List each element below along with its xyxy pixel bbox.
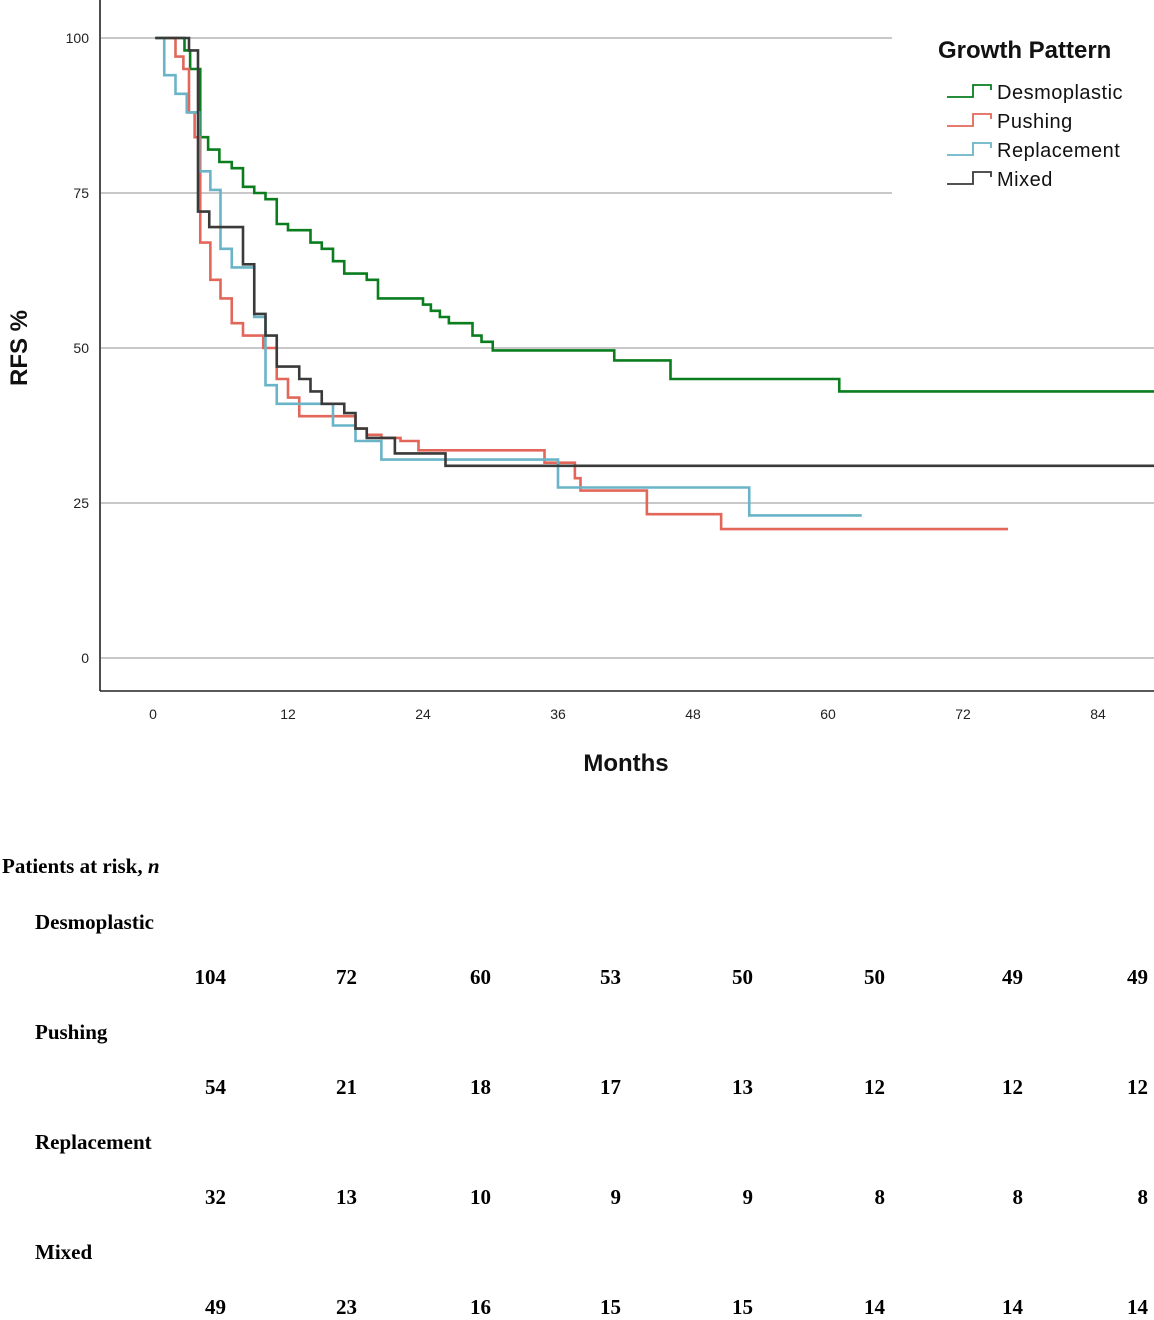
risk-count-pushing-36: 17 xyxy=(600,1075,621,1099)
legend-swatch-mixed-icon xyxy=(947,171,992,185)
legend-label-mixed: Mixed xyxy=(997,169,1053,191)
y-tick-label-25: 25 xyxy=(73,495,89,511)
curve-replacement xyxy=(160,36,862,517)
risk-count-replacement-48: 9 xyxy=(742,1185,754,1209)
risk-table-title-n: n xyxy=(147,854,160,878)
x-tick-label-0: 0 xyxy=(149,706,157,722)
risk-count-mixed-12: 23 xyxy=(336,1295,357,1319)
curve-desmoplastic xyxy=(155,36,1154,393)
risk-count-desmoplastic-0: 104 xyxy=(194,965,227,989)
x-tick-label-48: 48 xyxy=(685,706,701,722)
risk-count-pushing-84: 12 xyxy=(1127,1075,1148,1099)
legend-swatch-desmoplastic-icon xyxy=(947,84,992,98)
risk-table-title: Patients at risk, n xyxy=(2,854,160,879)
risk-row-label-replacement: Replacement xyxy=(35,1130,152,1154)
x-tick-label-12: 12 xyxy=(280,706,296,722)
x-tick-label-60: 60 xyxy=(820,706,836,722)
risk-count-desmoplastic-24: 60 xyxy=(470,965,491,989)
risk-count-desmoplastic-72: 49 xyxy=(1002,965,1023,989)
risk-count-replacement-0: 32 xyxy=(205,1185,226,1209)
risk-count-replacement-36: 9 xyxy=(610,1185,622,1209)
x-tick-label-36: 36 xyxy=(550,706,566,722)
risk-table-title-text: Patients at risk, xyxy=(2,854,148,878)
risk-count-pushing-48: 13 xyxy=(732,1075,753,1099)
x-tick-label-72: 72 xyxy=(955,706,971,722)
legend-swatch-pushing-icon xyxy=(947,113,992,127)
risk-count-replacement-12: 13 xyxy=(336,1185,357,1209)
risk-count-desmoplastic-36: 53 xyxy=(600,965,621,989)
risk-count-mixed-0: 49 xyxy=(205,1295,226,1319)
risk-row-label-pushing: Pushing xyxy=(35,1020,108,1044)
y-axis-title: RFS % xyxy=(6,310,33,386)
risk-row-label-mixed: Mixed xyxy=(35,1240,93,1264)
x-tick-labels: 0 12 24 36 48 60 72 84 xyxy=(149,706,1106,722)
risk-count-pushing-72: 12 xyxy=(1002,1075,1023,1099)
legend: Growth Pattern Desmoplastic Pushing Replac… xyxy=(938,37,1123,191)
legend-label-desmoplastic: Desmoplastic xyxy=(997,82,1123,104)
risk-count-desmoplastic-12: 72 xyxy=(336,965,357,989)
risk-count-mixed-48: 15 xyxy=(732,1295,753,1319)
x-tick-label-84: 84 xyxy=(1090,706,1106,722)
risk-count-pushing-60: 12 xyxy=(864,1075,885,1099)
risk-count-mixed-36: 15 xyxy=(600,1295,621,1319)
legend-label-replacement: Replacement xyxy=(997,140,1120,162)
risk-count-mixed-24: 16 xyxy=(470,1295,491,1319)
risk-count-pushing-0: 54 xyxy=(205,1075,226,1099)
y-tick-label-100: 100 xyxy=(66,30,90,46)
risk-count-replacement-24: 10 xyxy=(470,1185,491,1209)
curve-mixed xyxy=(155,36,1154,468)
risk-count-mixed-84: 14 xyxy=(1127,1295,1148,1319)
legend-title: Growth Pattern xyxy=(938,37,1111,64)
y-tick-label-50: 50 xyxy=(73,340,89,356)
legend-swatch-replacement-icon xyxy=(947,142,992,156)
survival-curves xyxy=(155,36,1154,531)
risk-count-pushing-12: 21 xyxy=(336,1075,357,1099)
risk-count-pushing-24: 18 xyxy=(470,1075,491,1099)
y-tick-label-0: 0 xyxy=(81,650,89,666)
risk-row-label-desmoplastic: Desmoplastic xyxy=(35,910,154,934)
curve-pushing xyxy=(164,36,1008,531)
y-tick-label-75: 75 xyxy=(73,185,89,201)
risk-count-mixed-60: 14 xyxy=(864,1295,885,1319)
x-tick-label-24: 24 xyxy=(415,706,431,722)
risk-count-desmoplastic-60: 50 xyxy=(864,965,885,989)
risk-count-replacement-60: 8 xyxy=(874,1185,886,1209)
risk-count-replacement-72: 8 xyxy=(1012,1185,1024,1209)
risk-count-desmoplastic-48: 50 xyxy=(732,965,753,989)
risk-count-replacement-84: 8 xyxy=(1137,1185,1149,1209)
y-tick-labels: 0 25 50 75 100 xyxy=(66,30,90,666)
risk-count-desmoplastic-84: 49 xyxy=(1127,965,1148,989)
legend-label-pushing: Pushing xyxy=(997,111,1073,133)
risk-count-mixed-72: 14 xyxy=(1002,1295,1023,1319)
x-axis-title: Months xyxy=(583,750,668,777)
